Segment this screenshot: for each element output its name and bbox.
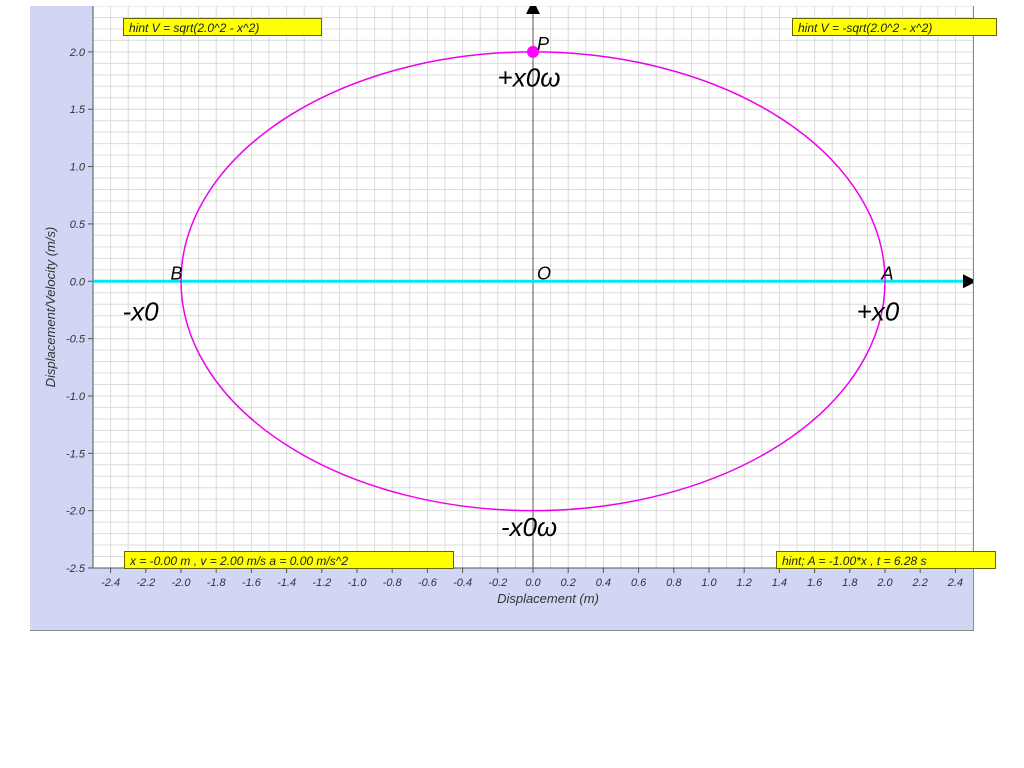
x-tick-label: -1.6 bbox=[242, 577, 262, 589]
hint-velocity-positive: hint V = sqrt(2.0^2 - x^2) bbox=[123, 18, 322, 36]
x-tick-label: 1.8 bbox=[842, 577, 858, 589]
y-tick-label: 0.0 bbox=[70, 276, 86, 288]
x-tick-label: 1.4 bbox=[772, 577, 787, 589]
x-axis-label: Displacement (m) bbox=[497, 591, 599, 606]
x-tick-label: 2.0 bbox=[876, 577, 893, 589]
x-tick-label: 1.6 bbox=[807, 577, 823, 589]
label-minus-x0w: -x0ω bbox=[501, 512, 557, 542]
x-tick-label: -0.6 bbox=[418, 577, 438, 589]
x-tick-label: -1.4 bbox=[277, 577, 296, 589]
x-tick-label: 2.2 bbox=[912, 577, 928, 589]
y-tick-label: 1.5 bbox=[70, 104, 86, 116]
label-plus-x0: +x0 bbox=[857, 296, 900, 326]
y-tick-label: 0.5 bbox=[70, 219, 86, 231]
hint-acceleration-time: hint; A = -1.00*x , t = 6.28 s bbox=[776, 551, 996, 569]
simulation-panel: -2.5 -2.0 -1.5 -1.0 -0.5 0.0 0.5 1.0 1.5 2.0 -2.4 -… bbox=[30, 6, 997, 631]
label-p: P bbox=[537, 34, 549, 54]
readout-state: x = -0.00 m , v = 2.00 m/s a = 0.00 m/s^… bbox=[124, 551, 454, 569]
label-b: B bbox=[170, 263, 182, 283]
x-tick-label: 0.6 bbox=[631, 577, 647, 589]
x-tick-label: -2.0 bbox=[172, 577, 192, 589]
x-tick-label: 0.2 bbox=[561, 577, 576, 589]
label-plus-x0w: +x0ω bbox=[498, 62, 561, 92]
x-tick-label: 2.4 bbox=[947, 577, 963, 589]
x-tick-label: -2.4 bbox=[101, 577, 120, 589]
label-o: O bbox=[537, 263, 551, 283]
x-tick-label: -1.0 bbox=[348, 577, 368, 589]
y-axis-label: Displacement/Velocity (m/s) bbox=[43, 227, 58, 388]
x-tick-label: -1.8 bbox=[207, 577, 227, 589]
x-tick-label: -0.8 bbox=[383, 577, 403, 589]
x-tick-label: -0.4 bbox=[453, 577, 472, 589]
y-tick-label: -0.5 bbox=[66, 334, 86, 346]
x-tick-label: 0.0 bbox=[525, 577, 541, 589]
velocity-axis-arrow bbox=[526, 6, 540, 14]
y-tick-label: 1.0 bbox=[70, 162, 86, 174]
x-tick-label: 1.0 bbox=[701, 577, 717, 589]
label-minus-x0: -x0 bbox=[122, 296, 159, 326]
x-tick-label: 0.4 bbox=[596, 577, 611, 589]
phase-plot[interactable]: -2.5 -2.0 -1.5 -1.0 -0.5 0.0 0.5 1.0 1.5 2.0 -2.4 -… bbox=[30, 6, 973, 630]
hint-velocity-negative: hint V = -sqrt(2.0^2 - x^2) bbox=[792, 18, 997, 36]
y-tick-label: 2.0 bbox=[69, 47, 86, 59]
y-tick-label: -1.0 bbox=[66, 391, 86, 403]
y-tick-label: -2.0 bbox=[66, 506, 86, 518]
displacement-axis-arrow bbox=[963, 274, 973, 289]
point-p-marker bbox=[527, 45, 539, 58]
x-tick-label: 1.2 bbox=[737, 577, 752, 589]
y-tick-label: -1.5 bbox=[66, 448, 86, 460]
x-tick-label: -1.2 bbox=[312, 577, 331, 589]
x-tick-label: -0.2 bbox=[488, 577, 507, 589]
x-tick-label: -2.2 bbox=[136, 577, 155, 589]
x-tick-label: 0.8 bbox=[666, 577, 682, 589]
y-tick-label: -2.5 bbox=[66, 563, 86, 575]
label-a: A bbox=[880, 263, 893, 283]
